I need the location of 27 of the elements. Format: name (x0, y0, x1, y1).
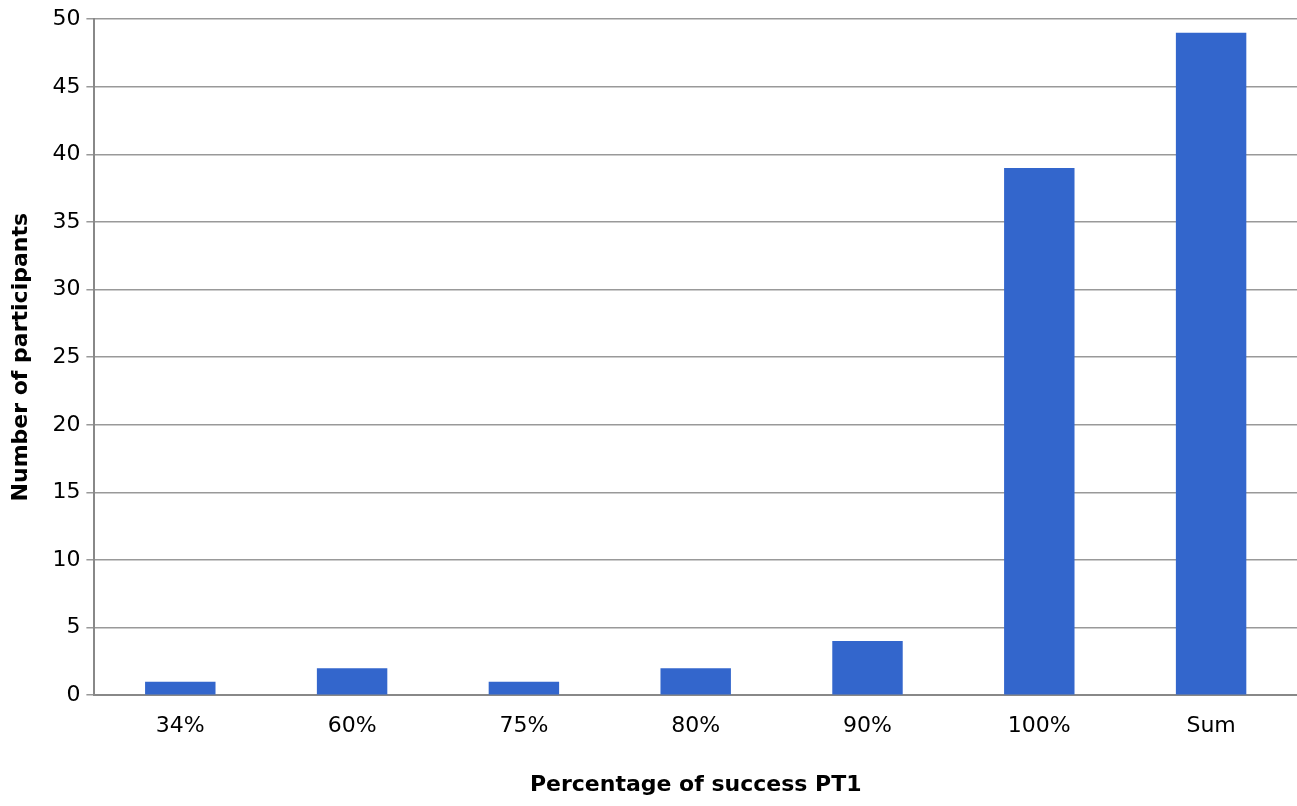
y-tick-label: 25 (52, 342, 81, 368)
bar (1175, 32, 1247, 695)
y-tick-label: 50 (52, 4, 81, 30)
x-axis-title: Percentage of success PT1 (529, 770, 862, 796)
y-tick-label: 45 (52, 72, 81, 98)
y-tick-label: 5 (66, 613, 81, 639)
x-tick-label: 60% (327, 712, 377, 738)
x-tick-label: 75% (499, 712, 549, 738)
x-tick-label: 90% (843, 712, 892, 738)
y-tick-label: 20 (52, 410, 81, 436)
x-tick-label: Sum (1186, 712, 1236, 738)
y-tick-label: 15 (52, 478, 81, 504)
y-tick-label: 0 (66, 680, 81, 706)
x-tick-label: 100% (1007, 712, 1071, 738)
y-tick-label: 10 (52, 545, 81, 571)
x-tick-label: 34% (155, 712, 205, 738)
y-axis-title: Number of participants (6, 212, 32, 502)
bar (488, 681, 560, 695)
y-tick-label: 35 (52, 207, 81, 233)
y-tick-label: 40 (52, 140, 81, 166)
bar (832, 641, 903, 695)
x-tick-label: 80% (671, 712, 721, 738)
bar (145, 681, 216, 695)
y-tick-label: 30 (52, 275, 81, 301)
bar (1004, 167, 1075, 695)
bar (316, 668, 388, 695)
bar (660, 668, 731, 695)
